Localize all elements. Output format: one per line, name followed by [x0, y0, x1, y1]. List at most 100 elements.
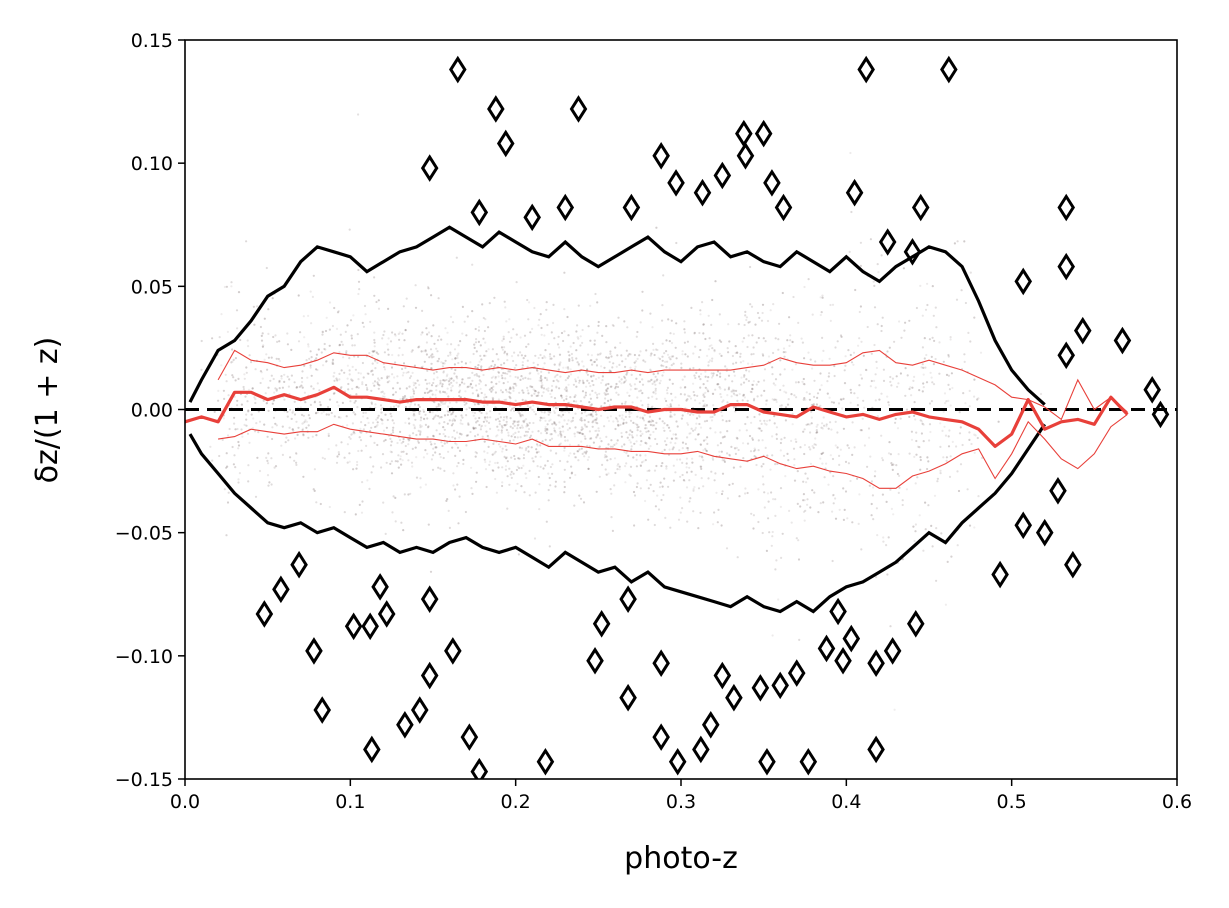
- scatter-point: [530, 446, 533, 449]
- scatter-point: [302, 433, 305, 436]
- scatter-point: [581, 379, 585, 382]
- scatter-point: [720, 492, 724, 496]
- scatter-point: [226, 465, 229, 468]
- scatter-point: [437, 414, 440, 418]
- scatter-point: [511, 407, 514, 410]
- scatter-point: [557, 335, 560, 338]
- scatter-point: [441, 365, 444, 368]
- scatter-point: [780, 438, 783, 441]
- scatter-point: [319, 502, 322, 506]
- scatter-point: [456, 483, 459, 486]
- scatter-point: [669, 358, 672, 361]
- scatter-point: [717, 508, 720, 511]
- scatter-point: [821, 427, 824, 430]
- scatter-point: [655, 464, 658, 468]
- scatter-point: [801, 341, 805, 344]
- scatter-point: [508, 395, 511, 398]
- scatter-point: [716, 370, 720, 373]
- scatter-point: [432, 435, 435, 438]
- scatter-point: [943, 392, 947, 395]
- scatter-point: [278, 379, 281, 383]
- scatter-point: [666, 404, 669, 407]
- scatter-point: [369, 435, 372, 438]
- scatter-point: [534, 390, 537, 393]
- scatter-point: [512, 433, 515, 436]
- scatter-point: [811, 445, 814, 448]
- scatter-point: [746, 416, 749, 419]
- scatter-point: [479, 425, 483, 429]
- contour-island: [487, 95, 505, 123]
- scatter-point: [286, 410, 289, 413]
- scatter-point: [386, 377, 389, 380]
- scatter-point: [825, 425, 828, 428]
- scatter-point: [875, 360, 878, 363]
- scatter-point: [342, 356, 345, 359]
- scatter-point: [371, 369, 374, 372]
- scatter-point: [681, 378, 684, 381]
- scatter-point: [500, 374, 503, 377]
- scatter-point: [674, 433, 677, 436]
- contour-island: [496, 129, 515, 158]
- scatter-point: [613, 484, 616, 487]
- scatter-point: [654, 389, 657, 392]
- scatter-point: [508, 483, 511, 486]
- y-tick-label: −0.10: [115, 646, 173, 668]
- scatter-point: [670, 437, 673, 440]
- scatter-point: [680, 366, 683, 369]
- scatter-point: [582, 382, 585, 385]
- scatter-point: [431, 454, 435, 457]
- scatter-point: [454, 357, 457, 360]
- scatter-point: [275, 389, 278, 392]
- scatter-point: [685, 486, 689, 489]
- scatter-point: [562, 366, 565, 369]
- scatter-point: [603, 456, 607, 459]
- scatter-point: [364, 424, 367, 427]
- scatter-point: [919, 284, 922, 287]
- scatter-point: [969, 340, 972, 343]
- scatter-point: [616, 354, 619, 357]
- scatter-point: [373, 380, 377, 383]
- scatter-point: [625, 452, 628, 455]
- scatter-point: [757, 449, 760, 452]
- scatter-point: [405, 371, 408, 374]
- scatter-point: [595, 413, 598, 416]
- scatter-point: [581, 452, 584, 455]
- scatter-point: [727, 323, 730, 326]
- scatter-point: [299, 331, 302, 334]
- scatter-point: [649, 368, 652, 371]
- scatter-point: [702, 449, 705, 452]
- scatter-point: [295, 386, 299, 389]
- scatter-point: [409, 403, 412, 406]
- scatter-point: [819, 372, 822, 375]
- scatter-point: [661, 359, 664, 362]
- scatter-point: [757, 380, 760, 383]
- lower-contour: [188, 423, 1047, 614]
- contour-island: [940, 55, 958, 84]
- scatter-point: [702, 383, 705, 386]
- scatter-point: [532, 361, 535, 364]
- scatter-point: [409, 492, 412, 495]
- scatter-point: [461, 416, 464, 419]
- scatter-point: [712, 523, 715, 526]
- scatter-point: [274, 422, 277, 425]
- scatter-point: [775, 433, 778, 436]
- scatter-point: [237, 481, 240, 484]
- scatter-point: [443, 421, 446, 424]
- scatter-point: [668, 356, 671, 359]
- scatter-point: [613, 443, 616, 446]
- scatter-point: [274, 387, 277, 390]
- contour-island: [363, 735, 381, 764]
- scatter-point: [779, 373, 782, 376]
- scatter-point: [492, 375, 495, 378]
- scatter-point: [442, 456, 445, 460]
- scatter-point: [838, 463, 841, 466]
- scatter-point: [819, 457, 822, 460]
- scatter-point: [327, 447, 330, 451]
- scatter-point: [303, 391, 306, 394]
- scatter-point: [530, 408, 533, 411]
- scatter-point: [357, 268, 360, 272]
- scatter-point: [380, 466, 383, 469]
- scatter-point: [738, 495, 741, 498]
- scatter-point: [528, 494, 531, 497]
- contour-island: [991, 560, 1009, 589]
